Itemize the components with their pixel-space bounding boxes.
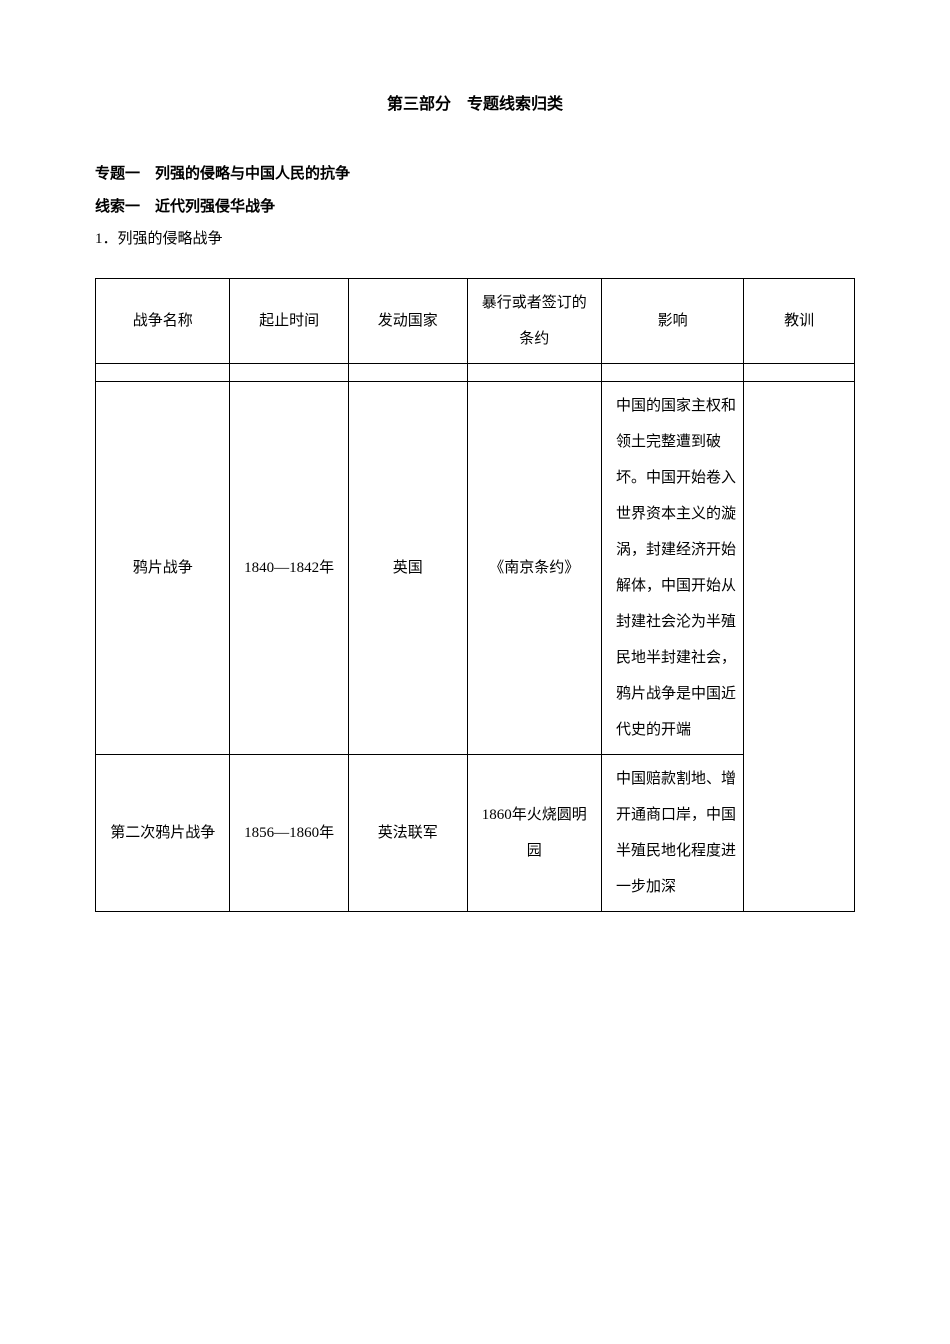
cell-lesson [744,381,855,911]
col-treaty: 暴行或者签订的条约 [467,278,601,363]
list-item-1: 1．列强的侵略战争 [95,225,855,254]
table-row: 第二次鸦片战争 1856—1860年 英法联军 1860年火烧圆明园 中国赔款割… [96,754,855,911]
table-header-row: 战争名称 起止时间 发动国家 暴行或者签订的条约 影响 教训 [96,278,855,363]
col-impact: 影响 [601,278,743,363]
cell-treaty: 《南京条约》 [467,381,601,754]
col-country: 发动国家 [348,278,467,363]
table-row: 鸦片战争 1840—1842年 英国 《南京条约》 中国的国家主权和领土完整遭到… [96,381,855,754]
cell-time: 1840—1842年 [230,381,349,754]
cell-country: 英国 [348,381,467,754]
wars-table: 战争名称 起止时间 发动国家 暴行或者签订的条约 影响 教训 鸦片战争 1840… [95,278,855,912]
col-lesson: 教训 [744,278,855,363]
col-time: 起止时间 [230,278,349,363]
cell-country: 英法联军 [348,754,467,911]
table-spacer-row [96,363,855,381]
col-war-name: 战争名称 [96,278,230,363]
thread-subheading: 线索一 近代列强侵华战争 [95,193,855,222]
cell-treaty: 1860年火烧圆明园 [467,754,601,911]
cell-war-name: 鸦片战争 [96,381,230,754]
cell-impact: 中国的国家主权和领土完整遭到破坏。中国开始卷入世界资本主义的漩涡，封建经济开始解… [601,381,743,754]
section-title: 第三部分 专题线索归类 [95,90,855,120]
cell-time: 1856—1860年 [230,754,349,911]
topic-heading: 专题一 列强的侵略与中国人民的抗争 [95,160,855,189]
cell-war-name: 第二次鸦片战争 [96,754,230,911]
cell-impact: 中国赔款割地、增开通商口岸，中国半殖民地化程度进一步加深 [601,754,743,911]
